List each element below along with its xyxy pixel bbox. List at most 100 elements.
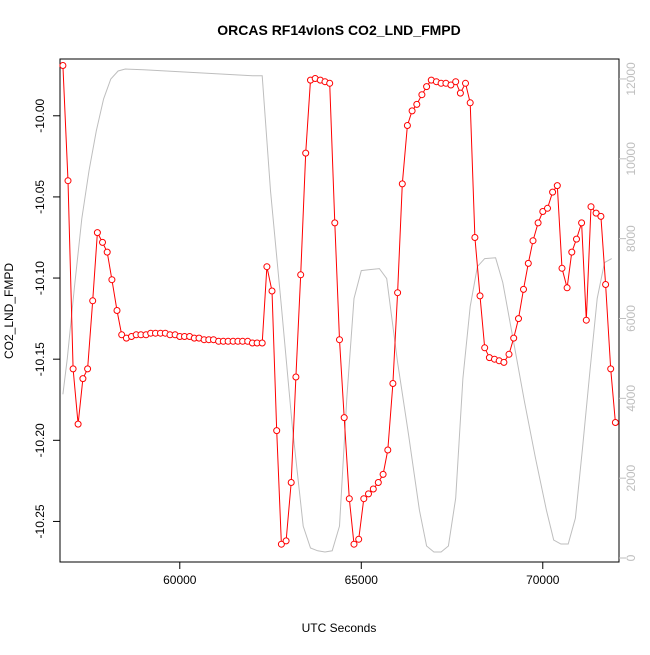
data-point [93, 229, 101, 237]
x-tick-label: 65000 [345, 573, 379, 587]
data-point [403, 122, 411, 129]
x-axis-label: UTC Seconds [302, 621, 377, 635]
data-point [398, 180, 406, 188]
x-tick-label: 70000 [526, 573, 560, 587]
data-point [360, 495, 368, 503]
data-point [118, 331, 126, 339]
y-tick-label: -10.05 [33, 180, 47, 214]
x-tick-label: 60000 [163, 573, 197, 587]
data-point [394, 289, 402, 297]
data-point [462, 79, 469, 87]
data-point [89, 297, 97, 305]
data-point [282, 537, 290, 545]
data-point [447, 81, 455, 89]
series-layer [59, 62, 619, 553]
data-point [471, 234, 479, 241]
data-point [466, 99, 474, 107]
data-point [587, 203, 595, 211]
data-point [611, 419, 619, 426]
data-point [408, 107, 416, 115]
data-point [336, 336, 343, 344]
data-point [292, 373, 300, 381]
y-axis-right: 0 2000 4000 6000 8000 10000 12000 [619, 62, 638, 561]
y-tick-label: -10.25 [33, 504, 47, 538]
series-line-right-axis [62, 68, 612, 553]
y2-tick-label: 4000 [624, 385, 638, 412]
data-point [529, 237, 537, 245]
y-axis-label: CO2_LND_FMPD [2, 263, 16, 359]
data-point [365, 490, 372, 498]
data-point [418, 91, 426, 99]
data-point [500, 358, 508, 366]
data-point [379, 470, 387, 478]
y-tick-label: -10.10 [33, 261, 47, 295]
data-point [277, 540, 285, 548]
y2-tick-label: 8000 [624, 225, 638, 252]
data-point [340, 414, 348, 422]
data-point [568, 248, 576, 256]
y2-tick-label: 10000 [624, 142, 638, 176]
data-point [103, 248, 111, 256]
data-point [84, 365, 92, 373]
data-point [476, 292, 484, 300]
data-point [563, 284, 571, 292]
data-point [456, 89, 464, 97]
data-point [64, 177, 72, 185]
y-tick-label: -10.15 [33, 342, 47, 376]
data-point [326, 79, 334, 87]
data-point [99, 238, 106, 246]
data-point [524, 259, 532, 267]
data-point [287, 479, 295, 486]
data-point [544, 204, 551, 212]
y-tick-label: -10.00 [33, 98, 47, 132]
data-point [374, 479, 382, 486]
data-point [384, 446, 392, 454]
data-point [302, 149, 310, 157]
data-point [607, 365, 615, 373]
data-point [423, 83, 431, 91]
y-tick-label: -10.20 [33, 423, 47, 457]
data-point [413, 100, 421, 108]
data-point [331, 219, 339, 227]
chart-title: ORCAS RF14vlonS CO2_LND_FMPD [217, 22, 460, 38]
data-point [389, 380, 397, 387]
y2-tick-label: 6000 [624, 305, 638, 332]
data-point [592, 209, 600, 217]
data-point [520, 285, 527, 293]
data-point [558, 264, 566, 272]
data-point [369, 485, 377, 493]
data-point [273, 427, 281, 435]
data-point [553, 182, 561, 190]
data-point [534, 219, 542, 227]
data-point [452, 78, 460, 86]
y2-tick-label: 12000 [624, 62, 638, 96]
data-point [355, 535, 363, 543]
data-point [505, 350, 513, 358]
data-point [79, 375, 87, 383]
data-point [350, 540, 358, 548]
data-point [578, 219, 586, 227]
data-point [510, 334, 518, 342]
x-axis: 60000 65000 70000 [163, 562, 560, 587]
y2-tick-label: 2000 [624, 464, 638, 491]
data-point [59, 62, 67, 69]
data-point [297, 271, 305, 279]
data-point [74, 420, 82, 428]
data-point [573, 235, 580, 243]
plot-area-frame [59, 58, 620, 563]
data-point [258, 339, 266, 347]
data-point [268, 287, 276, 295]
data-point [582, 316, 590, 324]
data-point [113, 307, 121, 314]
data-point [345, 495, 353, 503]
data-point [69, 365, 77, 373]
data-point [515, 315, 522, 323]
data-point [597, 212, 605, 220]
data-point [108, 276, 116, 284]
data-point [481, 344, 489, 352]
data-point [549, 188, 557, 196]
data-point [263, 263, 271, 271]
y2-tick-label: 0 [624, 554, 638, 561]
